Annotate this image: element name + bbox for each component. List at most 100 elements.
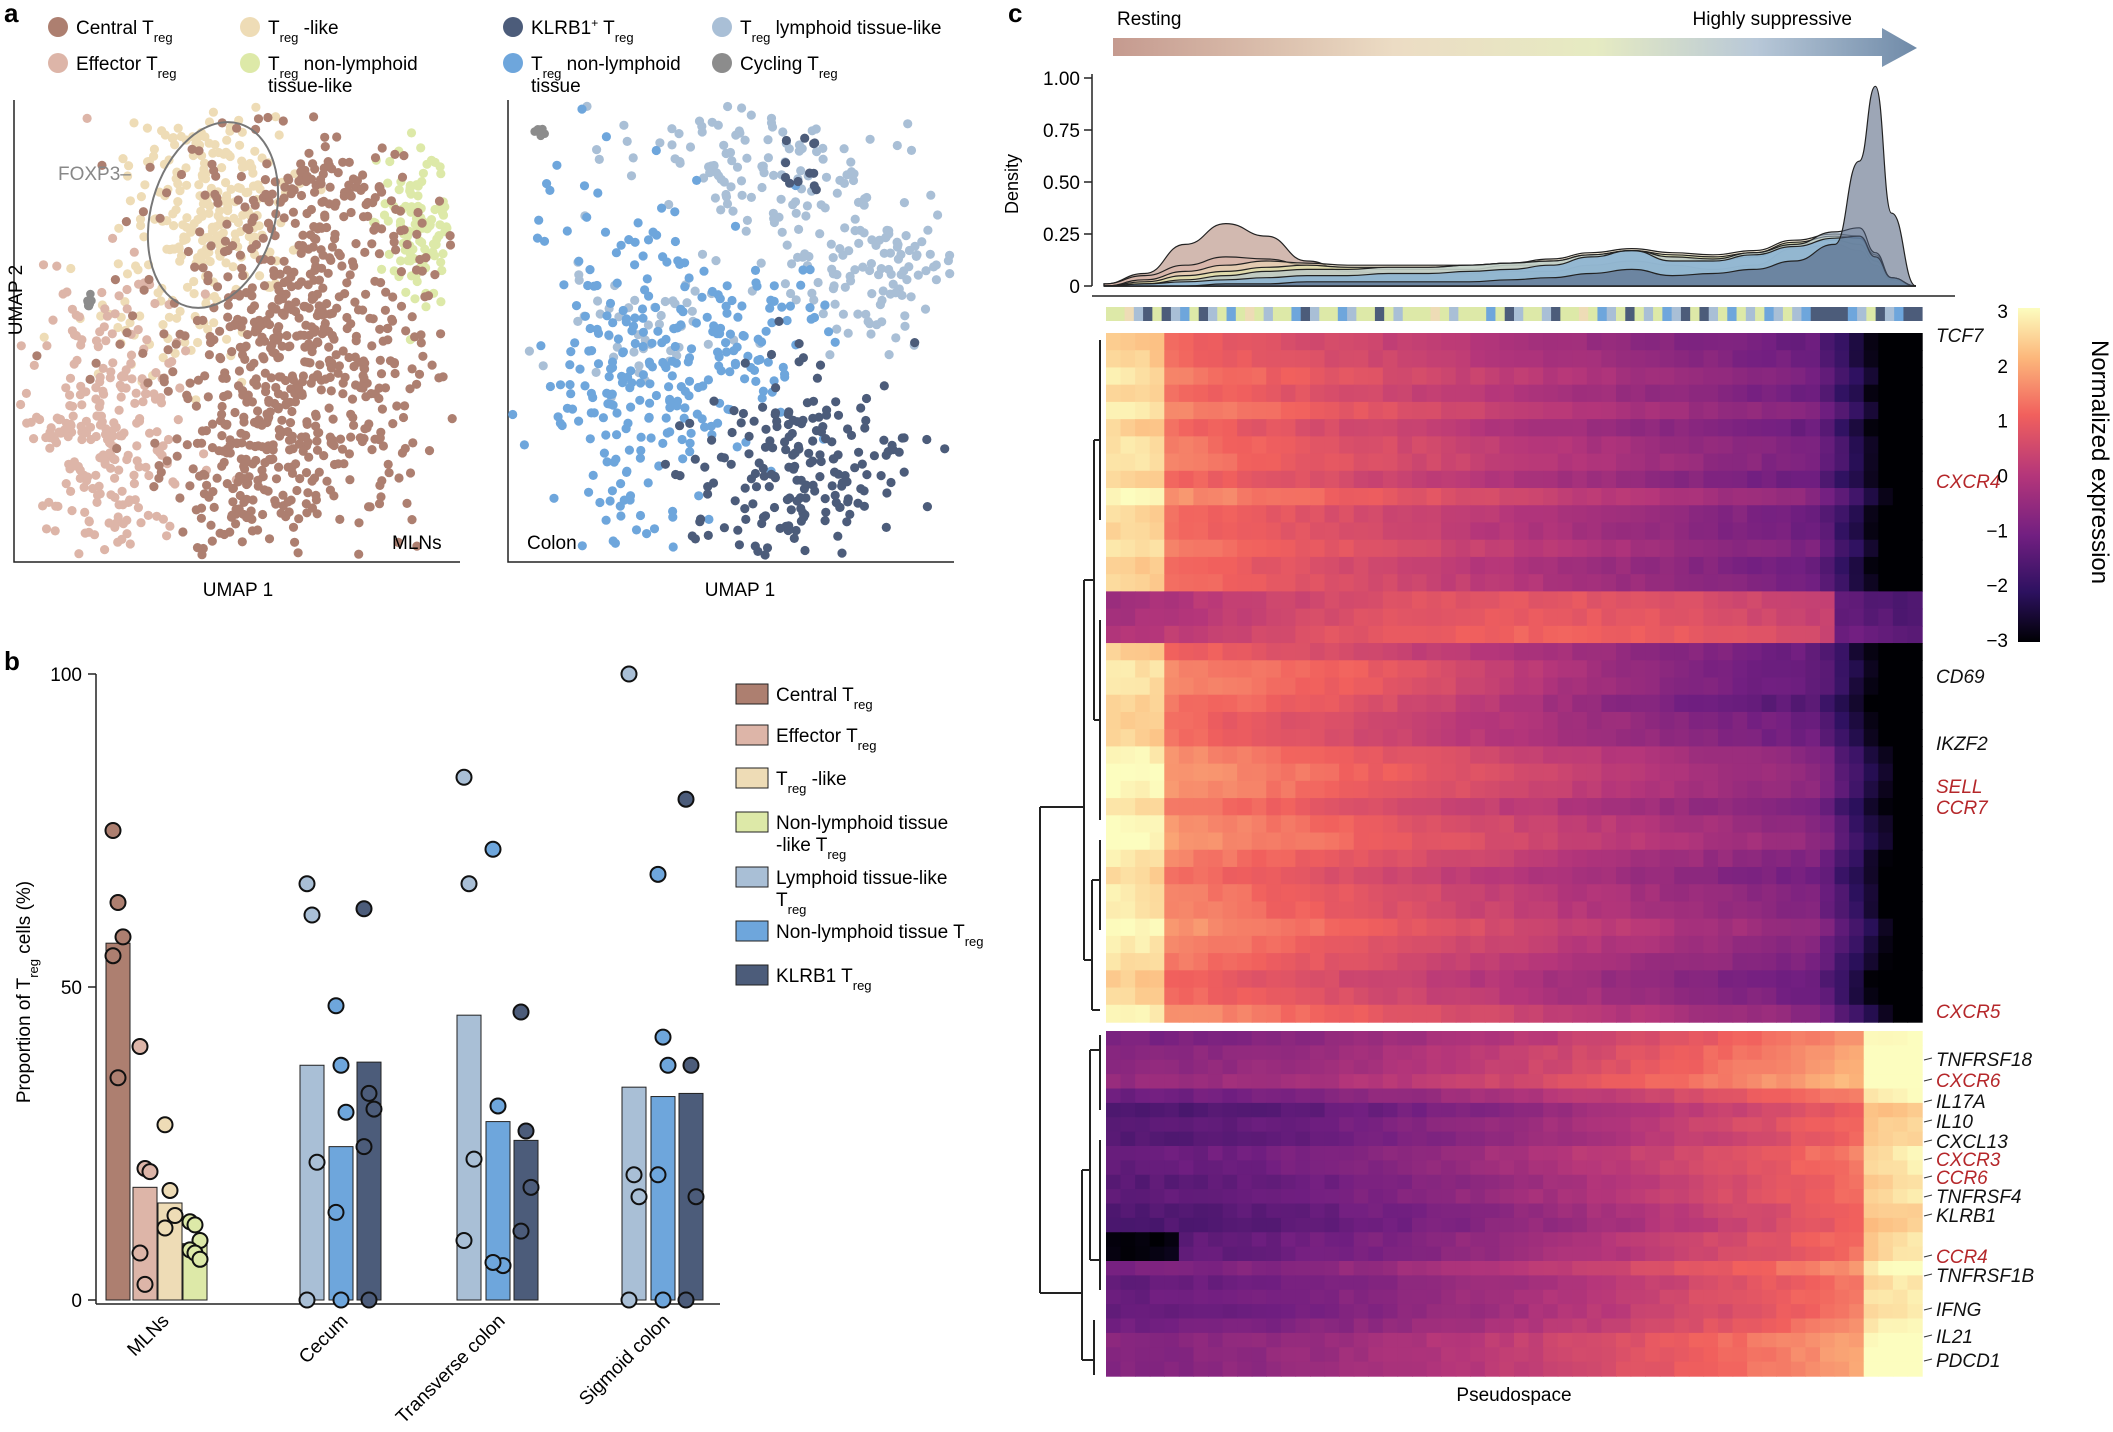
umap-point — [335, 434, 346, 444]
umap-point — [236, 322, 246, 332]
umap-point — [566, 347, 576, 357]
heatmap-cell — [1659, 350, 1675, 369]
heatmap-cell — [1659, 780, 1675, 799]
umap-point — [367, 445, 377, 455]
strip-cell — [1699, 307, 1710, 321]
strip-cell — [1866, 307, 1877, 321]
umap-point — [91, 358, 101, 368]
heatmap-cell — [1106, 436, 1122, 455]
umap-point — [865, 319, 875, 329]
heatmap-cell — [1280, 935, 1297, 954]
heatmap-cell — [1601, 574, 1617, 593]
heatmap-cell — [1703, 643, 1719, 661]
heatmap-cell — [1586, 746, 1603, 765]
umap-point — [721, 192, 732, 202]
heatmap-cell — [1601, 746, 1617, 765]
heatmap-cell — [1382, 488, 1399, 506]
heatmap-cell — [1718, 987, 1734, 1006]
umap-point — [292, 485, 302, 496]
heatmap-cell — [1310, 522, 1326, 541]
umap-point — [613, 334, 624, 344]
heatmap-cell — [1616, 367, 1632, 386]
heatmap-cell — [1834, 488, 1850, 506]
umap-point — [768, 443, 778, 453]
heatmap-cell — [1353, 815, 1369, 834]
umap-point — [311, 421, 321, 431]
heatmap-cell — [1164, 608, 1180, 627]
umap-point — [113, 537, 123, 547]
heatmap-cell — [1164, 1102, 1180, 1118]
heatmap-cell — [1193, 350, 1209, 369]
umap-point — [571, 301, 582, 311]
heatmap-cell — [1106, 470, 1122, 489]
heatmap-cell — [1674, 384, 1690, 403]
heatmap-cell — [1484, 935, 1501, 954]
heatmap-cell — [1412, 987, 1428, 1006]
heatmap-cell — [1820, 987, 1836, 1006]
heatmap-cell — [1455, 935, 1471, 954]
umap-point — [209, 318, 219, 328]
umap-point — [82, 113, 92, 123]
heatmap-cell — [1616, 1045, 1632, 1061]
umap-point — [697, 249, 708, 259]
heatmap-cell — [1543, 333, 1559, 351]
heatmap-cell — [1178, 608, 1195, 627]
heatmap-cell — [1892, 1088, 1909, 1104]
umap-point — [813, 277, 823, 288]
heatmap-cell — [1106, 660, 1122, 679]
heatmap-cell — [1266, 1031, 1282, 1047]
strip-cell — [1226, 307, 1237, 321]
umap-point — [115, 431, 125, 441]
umap-point — [534, 215, 544, 225]
heatmap-cell — [1790, 488, 1807, 506]
heatmap-cell — [1703, 556, 1719, 575]
umap-point — [218, 228, 228, 238]
umap-point — [187, 144, 197, 154]
heatmap-cell — [1543, 574, 1559, 593]
bar-point — [455, 1232, 473, 1250]
heatmap-cell — [1120, 677, 1136, 696]
umap-point — [677, 434, 687, 445]
heatmap-cell — [1353, 729, 1369, 748]
umap-point — [80, 507, 90, 517]
heatmap-cell — [1426, 711, 1442, 730]
heatmap-cell — [1120, 556, 1136, 575]
heatmap-cell — [1368, 505, 1384, 524]
umap-point — [602, 457, 612, 467]
heatmap-cell — [1834, 1045, 1850, 1061]
strip-cell — [1569, 307, 1580, 321]
heatmap-cell — [1237, 849, 1253, 868]
umap-point — [89, 530, 100, 540]
heatmap-cell — [1528, 849, 1544, 868]
umap-point — [312, 509, 322, 519]
umap-point — [794, 339, 804, 349]
heatmap-cell — [1339, 901, 1355, 920]
heatmap-cell — [1718, 488, 1734, 506]
umap-point — [293, 280, 303, 290]
heatmap-cell — [1892, 574, 1909, 593]
heatmap-cell — [1120, 849, 1136, 868]
heatmap-cell — [1878, 763, 1894, 782]
heatmap-cell — [1324, 522, 1340, 541]
heatmap-cell — [1892, 884, 1909, 903]
umap-point — [181, 346, 191, 356]
umap-point — [838, 309, 849, 319]
umap-point — [876, 471, 886, 481]
umap-point — [399, 225, 409, 235]
heatmap-cell — [1280, 591, 1297, 610]
bar-point — [308, 1153, 326, 1171]
heatmap-cell — [1892, 625, 1909, 644]
heatmap-cell — [1120, 453, 1136, 472]
umap-point — [158, 320, 168, 330]
umap-point — [259, 281, 270, 291]
umap-point — [38, 260, 49, 270]
heatmap-cell — [1747, 660, 1763, 679]
umap-point — [878, 286, 888, 296]
umap-point — [413, 181, 423, 191]
heatmap-cell — [1193, 953, 1209, 972]
heatmap-cell — [1849, 729, 1865, 748]
umap-point — [324, 253, 335, 263]
heatmap-cell — [1280, 901, 1297, 920]
heatmap-cell — [1674, 1031, 1690, 1047]
